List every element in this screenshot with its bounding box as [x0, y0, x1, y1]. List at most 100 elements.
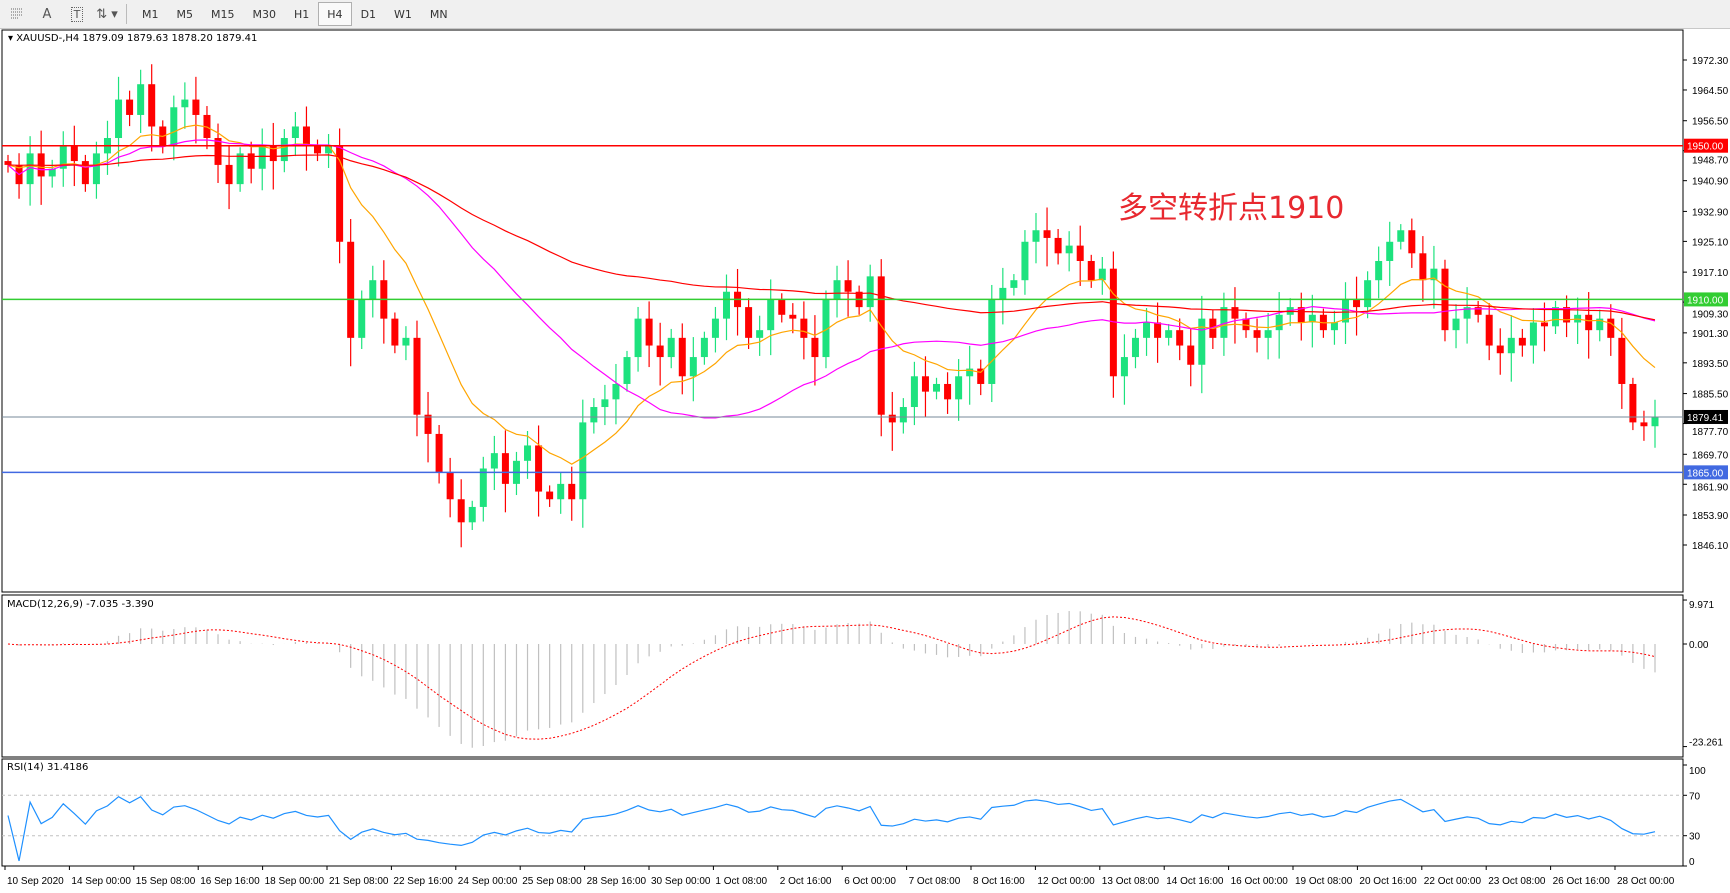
candle-bull — [170, 107, 178, 146]
candle-bull — [955, 376, 963, 400]
candle-bear — [1054, 237, 1062, 254]
timeframe-h1-button[interactable]: H1 — [294, 7, 310, 21]
candle-bull — [369, 280, 377, 300]
hline-price-label: 1910.00 — [1687, 295, 1724, 306]
candle-bear — [446, 472, 454, 500]
candle-bull — [623, 357, 631, 384]
candle-bull — [1264, 330, 1272, 338]
candle-bear — [789, 314, 797, 319]
candle-bull — [1507, 337, 1515, 354]
candle-bull — [579, 422, 587, 500]
time-tick-label: 22 Sep 16:00 — [393, 876, 453, 887]
candle-bull — [490, 453, 498, 469]
price-tick-label: 1925.10 — [1692, 237, 1729, 248]
symbol-info-text: XAUUSD-,H4 1879.09 1879.63 1878.20 1879.… — [16, 33, 258, 44]
price-tick-label: 1877.70 — [1692, 427, 1729, 438]
candle-bear — [1187, 345, 1195, 365]
candle-bear — [535, 445, 543, 492]
timeframe-w1-button[interactable]: W1 — [394, 7, 412, 21]
timeframe-group: M1 M5 M15 M30 H1 H4 D1 W1 MN — [133, 2, 457, 26]
candle-bear — [678, 337, 686, 377]
candle-bear — [1585, 314, 1593, 331]
timeframe-h4-button[interactable]: H4 — [318, 2, 352, 26]
timeframe-mn-button[interactable]: MN — [429, 7, 448, 21]
price-tick-label: 1846.10 — [1692, 541, 1729, 552]
price-tick-label: 1940.90 — [1692, 177, 1729, 188]
candle-bear — [568, 483, 576, 500]
text-box-icon[interactable]: T — [64, 3, 90, 25]
candle-bear — [1076, 245, 1084, 261]
toolbar: A T ⇅ ▾ M1 M5 M15 M30 H1 H4 D1 W1 MN — [0, 0, 1730, 29]
price-tick-label: 1909.30 — [1692, 309, 1729, 320]
candle-bear — [1176, 330, 1184, 346]
candle-bear — [1540, 322, 1548, 327]
arrows-icon[interactable]: ⇅ ▾ — [96, 6, 118, 22]
candle-bull — [26, 153, 34, 185]
candle-bull — [59, 145, 67, 169]
candle-bull — [468, 506, 476, 523]
time-tick-label: 12 Oct 00:00 — [1037, 876, 1095, 887]
candle-bull — [280, 138, 288, 162]
time-tick-label: 7 Oct 08:00 — [909, 876, 961, 887]
time-tick-label: 28 Sep 16:00 — [587, 876, 647, 887]
price-tick-label: 1885.50 — [1692, 390, 1729, 401]
candle-bear — [314, 145, 322, 154]
time-tick-label: 21 Sep 08:00 — [329, 876, 389, 887]
price-tick-label: 1901.30 — [1692, 329, 1729, 340]
candle-bull — [557, 483, 565, 500]
candle-bear — [1043, 230, 1051, 238]
candle-bull — [1596, 318, 1604, 331]
macd-label: MACD(12,26,9) -7.035 -3.390 — [7, 599, 154, 610]
timeframe-m15-button[interactable]: M15 — [211, 7, 235, 21]
candle-bull — [291, 126, 299, 139]
macd-tick-label: 0.00 — [1689, 640, 1709, 651]
candle-bull — [988, 299, 996, 384]
candle-bear — [1253, 330, 1261, 338]
candle-bear — [1474, 307, 1482, 315]
candle-bear — [148, 84, 156, 127]
candle-bear — [1618, 337, 1626, 384]
candle-bear — [302, 126, 310, 146]
time-tick-label: 30 Sep 00:00 — [651, 876, 711, 887]
candle-bull — [1220, 307, 1228, 338]
candle-bull — [634, 318, 642, 358]
candle-bear — [4, 161, 12, 165]
macd-tick-label: -23.261 — [1689, 738, 1723, 749]
candle-bull — [1010, 280, 1018, 288]
timeframe-d1-button[interactable]: D1 — [360, 7, 377, 21]
hline-price-tag — [1684, 292, 1728, 307]
candle-bull — [722, 291, 730, 319]
candle-bear — [1563, 307, 1571, 323]
chart-annotation[interactable]: 多空转折点1910 — [1118, 191, 1345, 226]
price-tick-label: 1964.50 — [1692, 86, 1729, 97]
price-tick-label: 1861.90 — [1692, 482, 1729, 493]
time-tick-label: 14 Sep 00:00 — [71, 876, 131, 887]
candle-bull — [1065, 245, 1073, 254]
candle-bull — [1143, 322, 1151, 338]
candle-bull — [1198, 318, 1206, 365]
candle-bear — [424, 414, 432, 434]
candle-bear — [1640, 422, 1648, 427]
candle-bull — [1386, 241, 1394, 261]
timeframe-m1-button[interactable]: M1 — [142, 7, 159, 21]
candle-bear — [1518, 337, 1526, 346]
candle-bear — [214, 138, 222, 165]
timeframe-m5-button[interactable]: M5 — [176, 7, 194, 21]
candle-bear — [1485, 314, 1493, 346]
candle-bear — [546, 491, 554, 500]
candle-bull — [689, 357, 697, 377]
fibonacci-icon[interactable] — [4, 3, 30, 25]
hline-price-label: 1865.00 — [1687, 468, 1724, 479]
candle-bull — [181, 99, 189, 108]
time-tick-label: 19 Oct 08:00 — [1295, 876, 1353, 887]
text-label-icon[interactable]: A — [42, 6, 52, 22]
candle-bull — [767, 299, 775, 331]
candle-bear — [336, 145, 344, 242]
time-tick-label: 16 Sep 16:00 — [200, 876, 260, 887]
time-tick-label: 23 Oct 08:00 — [1488, 876, 1546, 887]
candle-bull — [1120, 357, 1128, 377]
time-tick-label: 20 Oct 16:00 — [1359, 876, 1417, 887]
timeframe-m30-button[interactable]: M30 — [252, 7, 277, 21]
candle-bull — [1275, 314, 1283, 331]
